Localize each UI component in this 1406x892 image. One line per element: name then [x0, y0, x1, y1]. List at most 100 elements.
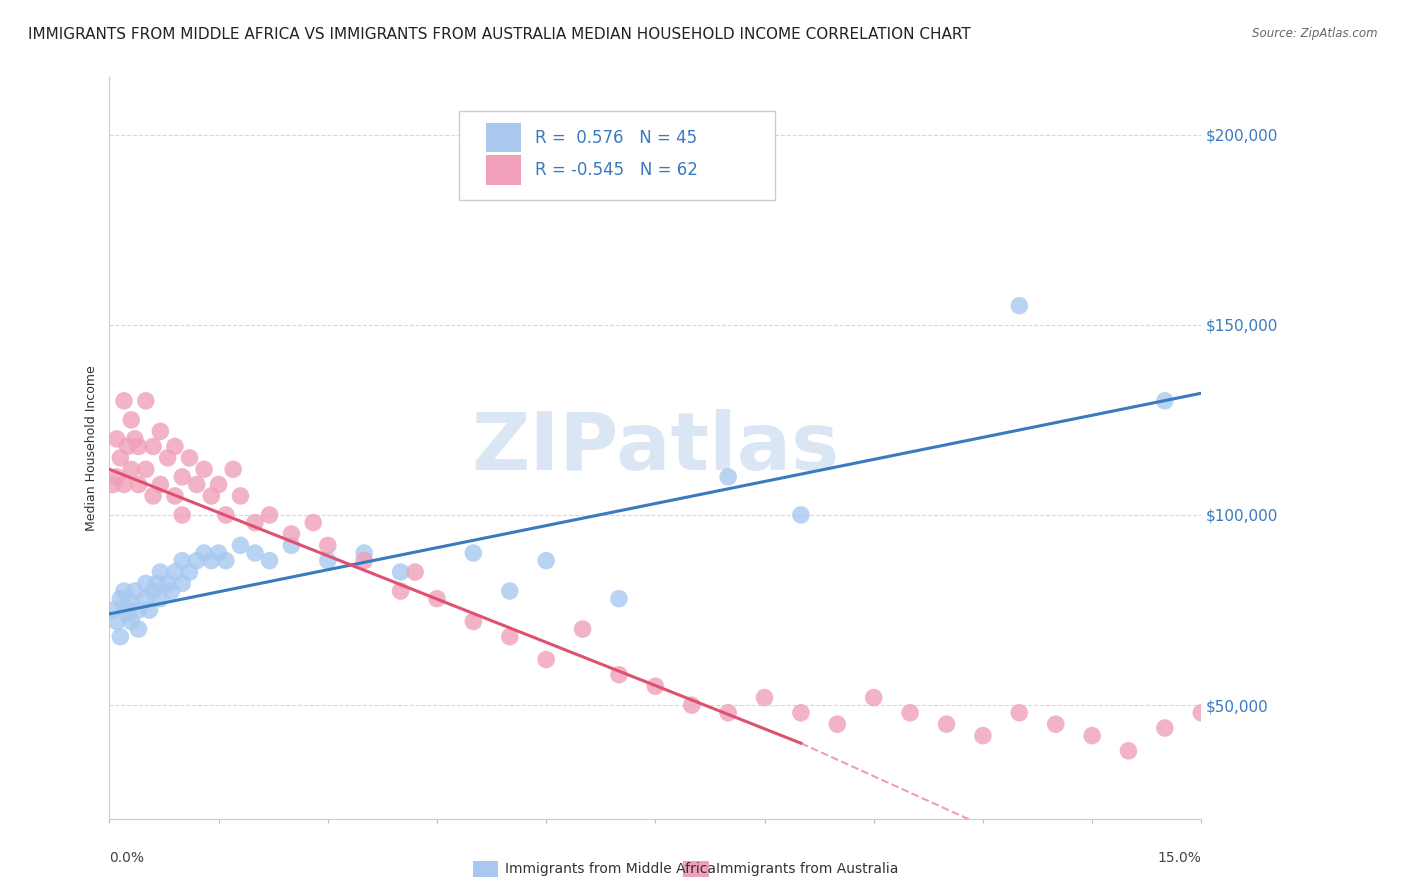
Point — [160, 584, 183, 599]
Point — [149, 565, 172, 579]
Point — [229, 489, 252, 503]
Point — [790, 706, 813, 720]
Point — [1118, 744, 1140, 758]
Text: R = -0.545   N = 62: R = -0.545 N = 62 — [536, 161, 699, 179]
Point — [426, 591, 449, 606]
Point — [754, 690, 776, 705]
Point — [179, 450, 201, 465]
Text: Source: ZipAtlas.com: Source: ZipAtlas.com — [1253, 27, 1378, 40]
Point — [280, 527, 302, 541]
FancyBboxPatch shape — [458, 111, 776, 200]
Point — [105, 470, 128, 484]
Point — [105, 432, 128, 446]
Point — [207, 477, 229, 491]
Point — [215, 553, 238, 567]
Point — [172, 508, 194, 522]
Text: ZIPatlas: ZIPatlas — [471, 409, 839, 487]
Point — [607, 667, 630, 681]
Point — [135, 591, 157, 606]
Point — [163, 440, 186, 454]
Point — [105, 615, 128, 629]
Point — [463, 546, 485, 560]
Point — [499, 584, 522, 599]
Point — [200, 553, 222, 567]
Bar — [486, 123, 522, 153]
Point — [243, 546, 266, 560]
Point — [101, 603, 124, 617]
Point — [644, 679, 666, 693]
Point — [138, 603, 160, 617]
Point — [280, 538, 302, 552]
Point — [163, 565, 186, 579]
Point — [110, 630, 132, 644]
Point — [149, 477, 172, 491]
Point — [534, 652, 557, 666]
Point — [1081, 729, 1104, 743]
Point — [193, 462, 215, 476]
Point — [149, 591, 172, 606]
Point — [110, 450, 132, 465]
Point — [112, 477, 135, 491]
Point — [353, 546, 375, 560]
Point — [120, 615, 142, 629]
Point — [1008, 299, 1031, 313]
Point — [142, 489, 165, 503]
Point — [110, 591, 132, 606]
Point — [124, 584, 146, 599]
Point — [172, 576, 194, 591]
Text: R =  0.576   N = 45: R = 0.576 N = 45 — [536, 128, 697, 146]
Point — [156, 450, 179, 465]
Point — [120, 413, 142, 427]
Point — [534, 553, 557, 567]
Point — [316, 538, 339, 552]
Point — [112, 599, 135, 614]
Point — [186, 477, 208, 491]
Point — [972, 729, 994, 743]
Point — [302, 516, 325, 530]
Text: Immigrants from Australia: Immigrants from Australia — [716, 863, 898, 876]
Point — [229, 538, 252, 552]
Point — [207, 546, 229, 560]
Point — [112, 584, 135, 599]
Point — [179, 565, 201, 579]
Point — [607, 591, 630, 606]
Point — [135, 393, 157, 408]
Point — [790, 508, 813, 522]
Point — [101, 477, 124, 491]
Point — [112, 393, 135, 408]
Y-axis label: Median Household Income: Median Household Income — [86, 366, 98, 532]
Point — [389, 565, 412, 579]
Point — [135, 576, 157, 591]
Point — [186, 553, 208, 567]
Point — [142, 584, 165, 599]
Point — [172, 553, 194, 567]
Point — [717, 470, 740, 484]
Bar — [486, 155, 522, 185]
Point — [193, 546, 215, 560]
Point — [215, 508, 238, 522]
Point — [862, 690, 884, 705]
Point — [259, 553, 281, 567]
Point — [935, 717, 957, 731]
Point — [117, 607, 139, 621]
Point — [717, 706, 740, 720]
Point — [142, 440, 165, 454]
Point — [1154, 721, 1177, 735]
Point — [898, 706, 921, 720]
Point — [128, 603, 150, 617]
Point — [571, 622, 593, 636]
Point — [1154, 393, 1177, 408]
Point — [463, 615, 485, 629]
Point — [145, 576, 167, 591]
Point — [681, 698, 703, 713]
Point — [827, 717, 849, 731]
Point — [1189, 706, 1212, 720]
Point — [389, 584, 412, 599]
Point — [128, 440, 150, 454]
Point — [1008, 706, 1031, 720]
Point — [243, 516, 266, 530]
Point — [120, 462, 142, 476]
Point — [156, 576, 179, 591]
Point — [163, 489, 186, 503]
Text: 0.0%: 0.0% — [110, 851, 145, 864]
